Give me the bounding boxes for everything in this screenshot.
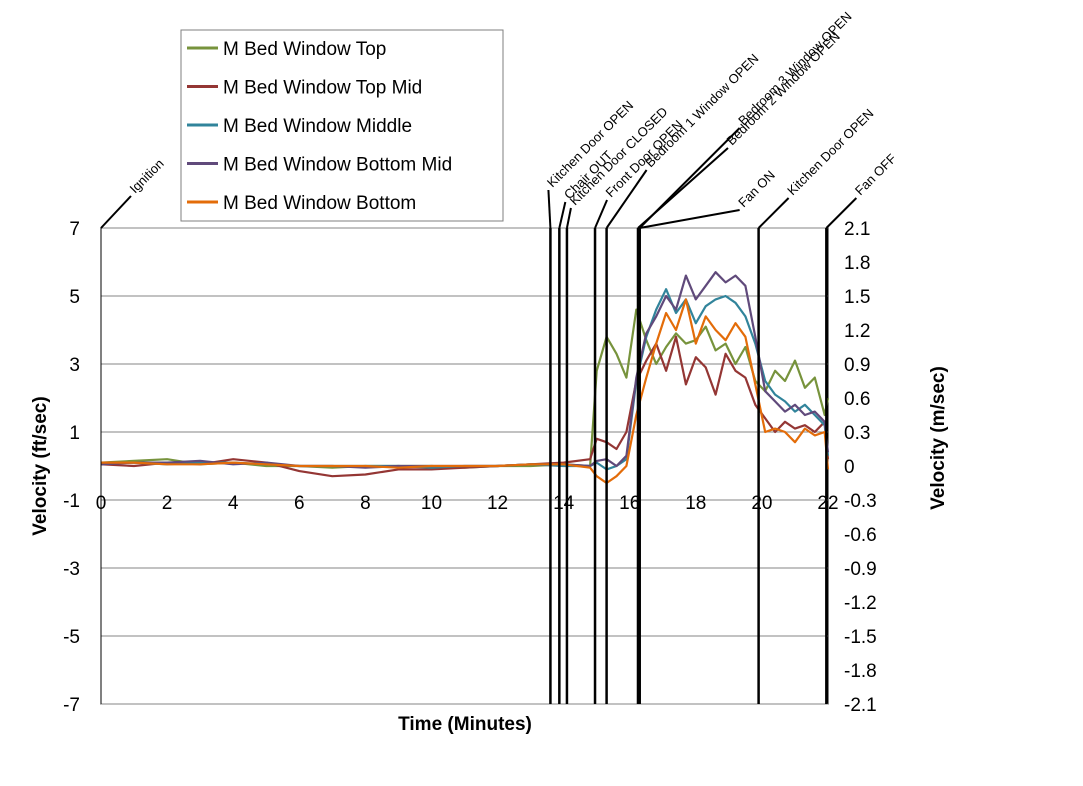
legend: M Bed Window Top M Bed Window Top Mid M Be… [180, 29, 504, 222]
y-tick-labels-right: 2.1 1.8 1.5 1.2 0.9 0.6 0.3 0 -0.3 -0.6 -0.9 -1.2 -1… [844, 219, 877, 716]
y-tick-label-right: 2.1 [844, 219, 870, 240]
y-tick-label-right: 0.6 [844, 389, 870, 410]
event-leader [605, 169, 648, 229]
event-leader [757, 197, 790, 229]
y-tick-label-left: 1 [69, 423, 80, 444]
x-tick-label: 6 [294, 493, 305, 514]
y-axis-title-left: Velocity (ft/sec) [30, 396, 51, 535]
event-label: Fan OFF [852, 151, 899, 198]
y-tick-label-right: 1.2 [844, 321, 870, 342]
y-tick-label-left: 7 [69, 219, 80, 240]
series-lines [100, 271, 830, 485]
x-axis-title: Time (Minutes) [398, 714, 532, 735]
series-line-4 [101, 298, 830, 485]
event-leader [565, 207, 572, 229]
x-tick-label: 14 [553, 493, 575, 514]
event-label: Fan ON [735, 167, 778, 210]
event-label: Ignition [127, 156, 167, 196]
y-tick-labels-left: 7 5 3 1 -1 -3 -5 -7 [63, 219, 80, 716]
gridlines [101, 227, 828, 705]
x-tick-label: 22 [817, 493, 838, 514]
y-tick-label-left: 3 [69, 355, 80, 376]
y-tick-label-right: -0.6 [844, 525, 877, 546]
x-tick-labels: 0 2 4 6 8 10 12 14 16 18 20 22 [96, 493, 839, 514]
legend-items: M Bed Window Top M Bed Window Top Mid M Be… [187, 39, 452, 214]
event-leader [825, 197, 858, 229]
event-leader [638, 127, 741, 229]
event-leader [594, 199, 608, 229]
x-tick-label: 12 [487, 493, 508, 514]
y-tick-label-right: 1.5 [844, 287, 870, 308]
legend-label: M Bed Window Top Mid [223, 78, 422, 99]
legend-label: M Bed Window Bottom [223, 193, 416, 214]
legend-box [180, 29, 504, 222]
y-tick-label-left: -1 [63, 491, 80, 512]
legend-label: M Bed Window Bottom Mid [223, 155, 452, 176]
x-tick-label: 0 [96, 493, 107, 514]
y-axis-title-right: Velocity (m/sec) [928, 366, 949, 510]
event-leader [639, 209, 740, 229]
event-leader [547, 189, 552, 229]
x-tick-label: 4 [228, 493, 239, 514]
y-tick-label-right: -2.1 [844, 695, 877, 716]
y-tick-label-right: 1.8 [844, 253, 870, 274]
y-tick-label-right: 0.9 [844, 355, 870, 376]
legend-label: M Bed Window Top [223, 39, 386, 60]
x-tick-label: 2 [162, 493, 173, 514]
x-tick-label: 20 [751, 493, 772, 514]
y-tick-label-right: -1.8 [844, 661, 877, 682]
y-tick-label-right: 0.3 [844, 423, 870, 444]
y-tick-label-right: -1.2 [844, 593, 877, 614]
x-tick-label: 8 [360, 493, 371, 514]
y-tick-label-left: -7 [63, 695, 80, 716]
event-leader [558, 201, 567, 229]
y-tick-label-right: 0 [844, 457, 855, 478]
y-tick-label-right: -0.9 [844, 559, 877, 580]
y-tick-label-right: -1.5 [844, 627, 877, 648]
x-tick-label: 16 [619, 493, 640, 514]
y-tick-label-right: -0.3 [844, 491, 877, 512]
event-leader [100, 195, 132, 229]
y-tick-label-left: 5 [69, 287, 80, 308]
x-tick-label: 18 [685, 493, 706, 514]
legend-label: M Bed Window Middle [223, 116, 412, 137]
y-tick-label-left: -3 [63, 559, 80, 580]
x-tick-label: 10 [421, 493, 442, 514]
y-tick-label-left: -5 [63, 627, 80, 648]
